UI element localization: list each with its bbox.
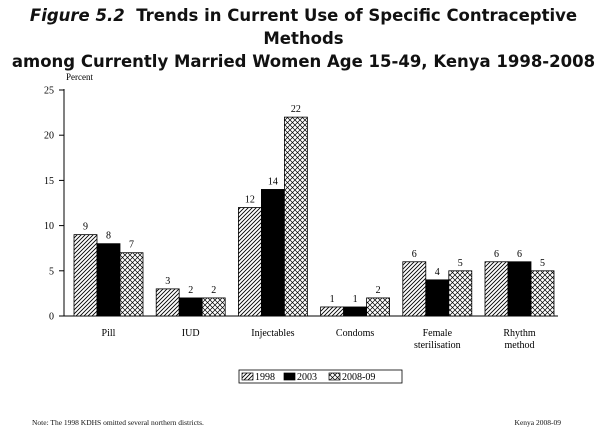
bar bbox=[343, 306, 368, 317]
bar bbox=[201, 297, 226, 317]
data-label: 8 bbox=[106, 231, 111, 242]
title-line-1: Trends in Current Use of Specific Contra… bbox=[136, 6, 578, 48]
data-label: 22 bbox=[291, 104, 301, 115]
y-tick-label: 20 bbox=[44, 131, 54, 142]
y-tick-label: 5 bbox=[49, 266, 54, 277]
legend-swatch bbox=[241, 372, 254, 381]
bar bbox=[73, 234, 98, 317]
data-label: 9 bbox=[83, 222, 88, 233]
bar bbox=[507, 261, 532, 317]
legend-swatch bbox=[283, 372, 296, 381]
y-tick-label: 25 bbox=[44, 86, 54, 97]
data-label: 1 bbox=[353, 294, 358, 305]
bar bbox=[237, 207, 262, 317]
bar bbox=[155, 288, 180, 317]
x-tick-label: method bbox=[505, 340, 535, 351]
source-label: Kenya 2008-09 bbox=[514, 418, 561, 427]
data-label: 2 bbox=[211, 285, 216, 296]
bar bbox=[530, 270, 555, 317]
data-label: 7 bbox=[129, 240, 134, 251]
bar bbox=[402, 261, 427, 317]
figure-number: Figure 5.2 bbox=[29, 6, 125, 25]
x-tick-label: Injectables bbox=[251, 328, 294, 339]
x-tick-label: Condoms bbox=[336, 328, 374, 339]
data-label: 12 bbox=[245, 195, 255, 206]
data-label: 5 bbox=[458, 258, 463, 269]
x-tick-label: Rhythm bbox=[503, 328, 535, 339]
legend-box bbox=[238, 369, 403, 384]
y-axis-label: Percent bbox=[66, 72, 93, 82]
y-tick-label: 15 bbox=[44, 176, 54, 187]
title-line-2: among Currently Married Women Age 15-49,… bbox=[11, 52, 596, 71]
legend-label: 2008-09 bbox=[342, 372, 375, 383]
x-tick-label: IUD bbox=[182, 328, 200, 339]
legend: 1998 2003 2008-09 bbox=[238, 369, 403, 384]
data-label: 4 bbox=[435, 267, 440, 278]
y-tick-label: 10 bbox=[44, 221, 54, 232]
x-tick-label: Pill bbox=[102, 328, 116, 339]
data-label: 1 bbox=[330, 294, 335, 305]
data-label: 6 bbox=[494, 249, 499, 260]
bar bbox=[448, 270, 473, 317]
footnote: Note: The 1998 KDHS omitted several nort… bbox=[32, 418, 204, 427]
legend-swatch bbox=[328, 372, 341, 381]
data-label: 6 bbox=[517, 249, 522, 260]
x-tick-label: sterilisation bbox=[414, 340, 461, 351]
data-label: 14 bbox=[268, 176, 278, 187]
x-tick-label: Female bbox=[423, 328, 453, 339]
bar bbox=[96, 243, 121, 317]
legend-label: 2003 bbox=[297, 372, 317, 383]
data-label: 2 bbox=[188, 285, 193, 296]
y-tick-label: 0 bbox=[49, 312, 54, 323]
chart-title: Figure 5.2 Trends in Current Use of Spec… bbox=[0, 4, 607, 73]
legend-label: 1998 bbox=[255, 372, 275, 383]
bar bbox=[283, 116, 308, 317]
bar bbox=[178, 297, 203, 317]
bar bbox=[366, 297, 391, 317]
bar bbox=[119, 252, 144, 317]
bar bbox=[260, 189, 285, 317]
data-label: 5 bbox=[540, 258, 545, 269]
data-label: 3 bbox=[165, 276, 170, 287]
bar bbox=[320, 306, 345, 317]
bar bbox=[484, 261, 509, 317]
data-label: 6 bbox=[412, 249, 417, 260]
bar bbox=[425, 279, 450, 317]
data-label: 2 bbox=[376, 285, 381, 296]
